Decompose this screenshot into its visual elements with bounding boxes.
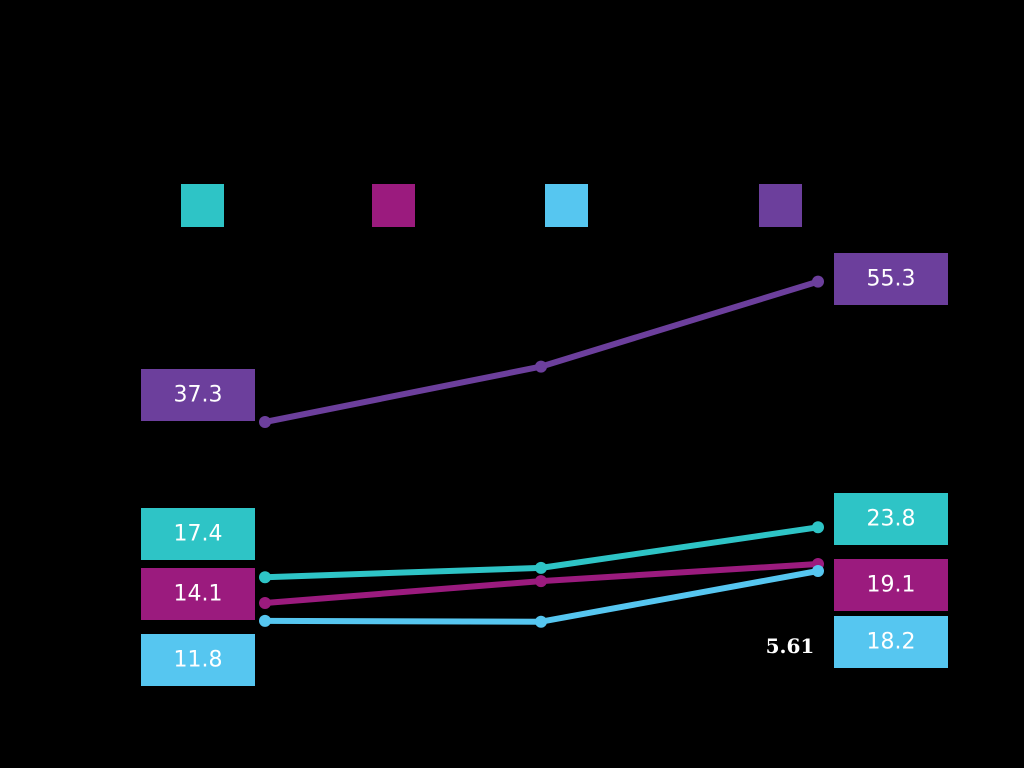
- data-point-4-1: [259, 416, 271, 428]
- legend-swatch-1: [181, 184, 224, 227]
- legend-swatch-4: [759, 184, 802, 227]
- series-line-4: [262, 278, 821, 425]
- data-point-2-1: [259, 597, 271, 609]
- series-lines: [259, 275, 824, 628]
- start-value-label-4: 37.3: [174, 383, 223, 408]
- data-point-3-2: [535, 615, 547, 628]
- data-point-1-3: [812, 521, 824, 534]
- data-point-4-3: [812, 275, 824, 288]
- end-value-label-3: 18.2: [867, 630, 916, 655]
- start-label-box-1: [141, 508, 255, 560]
- end-value-label-4: 55.3: [867, 267, 916, 292]
- start-value-label-3: 11.8: [174, 648, 223, 673]
- legend: [181, 184, 802, 227]
- data-point-3-3: [812, 565, 824, 577]
- start-value-label-1: 17.4: [174, 522, 223, 547]
- start-label-box-4: [141, 369, 255, 421]
- data-point-3-1: [259, 614, 271, 627]
- legend-swatch-2: [372, 184, 415, 227]
- end-label-box-3: [834, 616, 948, 668]
- data-point-4-2: [535, 360, 547, 373]
- data-point-1-1: [259, 571, 271, 584]
- start-label-box-3: [141, 634, 255, 686]
- data-point-1-2: [535, 561, 547, 574]
- annotation-label: 5.61: [766, 634, 815, 658]
- end-label-box-1: [834, 493, 948, 545]
- value-labels: 17.4 23.8 14.1 19.1 11.8 18.2 37.3 55.3: [141, 253, 948, 686]
- end-value-label-1: 23.8: [867, 507, 916, 532]
- data-point-2-2: [535, 575, 547, 588]
- start-label-box-2: [141, 568, 255, 620]
- end-value-label-2: 19.1: [867, 573, 916, 598]
- start-value-label-2: 14.1: [174, 582, 223, 607]
- legend-swatch-3: [545, 184, 588, 227]
- end-label-box-2: [834, 559, 948, 611]
- end-label-box-4: [834, 253, 948, 305]
